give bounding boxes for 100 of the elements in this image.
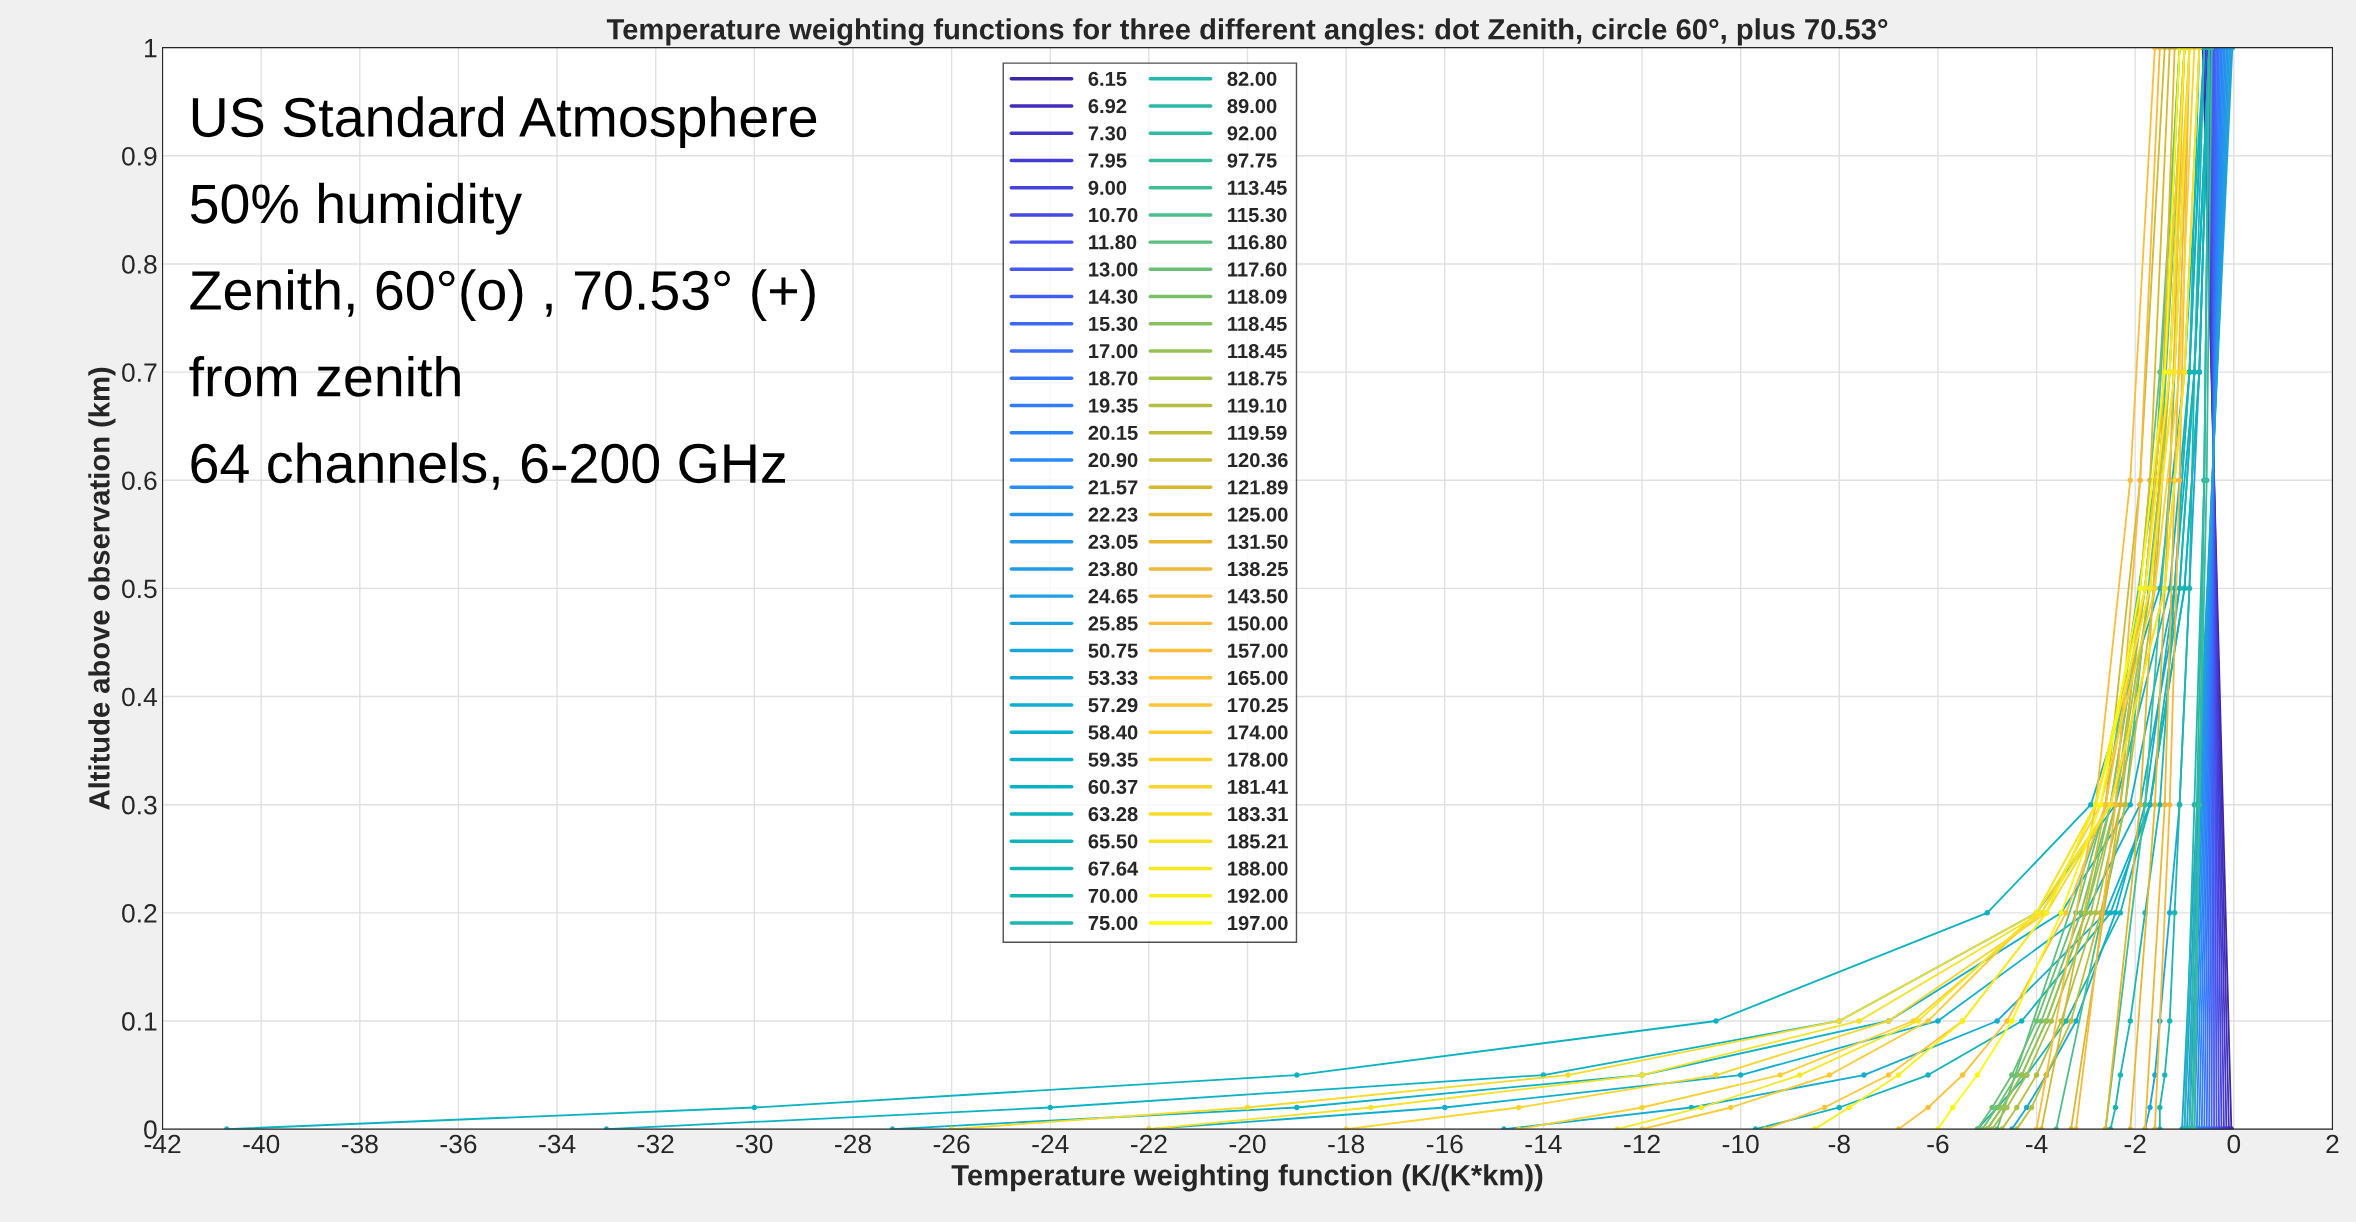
x-tick-label: -36 xyxy=(440,1134,477,1154)
legend-label: 118.75 xyxy=(1228,371,1287,386)
legend-label: 97.75 xyxy=(1227,153,1277,168)
legend-label: 181.41 xyxy=(1228,779,1288,794)
legend-label: 174.00 xyxy=(1228,725,1288,740)
legend-label: 82.00 xyxy=(1227,71,1277,86)
legend-label: 50.75 xyxy=(1088,643,1138,658)
legend-label: 138.25 xyxy=(1228,561,1288,577)
legend-label: 143.50 xyxy=(1228,589,1288,604)
legend-label: 13.00 xyxy=(1089,262,1138,277)
x-tick-label: -30 xyxy=(736,1134,773,1154)
legend-label: 63.28 xyxy=(1088,806,1138,822)
y-tick-label: 1 xyxy=(145,39,157,58)
x-tick-label: -18 xyxy=(1328,1134,1365,1154)
legend-label: 89.00 xyxy=(1227,98,1277,114)
legend-label: 24.65 xyxy=(1088,589,1138,604)
x-tick-label: -32 xyxy=(637,1134,674,1154)
legend-label: 25.85 xyxy=(1088,616,1138,631)
legend-label: 117.60 xyxy=(1228,262,1287,277)
legend-label: 118.45 xyxy=(1228,316,1287,332)
legend-label: 6.15 xyxy=(1088,71,1127,86)
x-tick-label: -2 xyxy=(2124,1134,2146,1154)
legend-label: 121.89 xyxy=(1228,480,1288,495)
legend-label: 115.30 xyxy=(1228,207,1287,223)
y-tick-label: 0.1 xyxy=(122,1012,157,1031)
legend-label: 131.50 xyxy=(1228,534,1288,549)
legend-label: 113.45 xyxy=(1228,180,1287,195)
legend-label: 23.80 xyxy=(1088,561,1138,577)
x-tick-label: -10 xyxy=(1722,1134,1759,1154)
x-tick-label: -22 xyxy=(1130,1134,1167,1154)
y-tick-label: 0.4 xyxy=(122,687,157,707)
x-tick-label: -26 xyxy=(933,1134,970,1154)
annotation: US Standard Atmosphere xyxy=(192,96,817,149)
legend-label: 18.70 xyxy=(1089,371,1138,386)
legend-label: 17.00 xyxy=(1089,344,1138,359)
legend-label: 21.57 xyxy=(1088,480,1138,495)
legend-label: 178.00 xyxy=(1228,752,1288,767)
legend-label: 70.00 xyxy=(1088,888,1138,903)
legend-label: 60.37 xyxy=(1088,779,1138,795)
x-axis-title: Temperature weighting function (K/(K*km)) xyxy=(951,1164,1543,1192)
legend-label: 11.80 xyxy=(1089,235,1137,250)
x-tick-label: -12 xyxy=(1624,1134,1660,1154)
legend-label: 7.95 xyxy=(1088,153,1127,168)
legend-label: 118.09 xyxy=(1228,289,1287,304)
legend-label: 197.00 xyxy=(1228,915,1288,931)
legend-label: 9.00 xyxy=(1088,180,1127,195)
x-tick-label: -14 xyxy=(1525,1134,1562,1154)
y-tick-label: 0.3 xyxy=(122,795,157,815)
legend-label: 120.36 xyxy=(1228,452,1288,468)
legend-label: 185.21 xyxy=(1228,834,1288,849)
annotation: 64 channels, 6-200 GHz xyxy=(191,442,785,490)
x-tick-label: -24 xyxy=(1032,1134,1069,1154)
legend-label: 53.33 xyxy=(1088,670,1138,686)
legend-label: 23.05 xyxy=(1088,534,1138,549)
legend-label: 6.92 xyxy=(1088,98,1127,114)
y-axis-title: Altitude above observation (km) xyxy=(88,367,116,810)
legend-label: 22.23 xyxy=(1088,507,1138,522)
annotation: from zenith xyxy=(189,355,460,397)
x-tick-label: -8 xyxy=(1828,1134,1850,1154)
x-tick-label: -20 xyxy=(1229,1134,1266,1154)
legend-label: 125.00 xyxy=(1228,507,1288,522)
y-tick-label: 0.9 xyxy=(122,146,157,166)
y-tick-label: 0.8 xyxy=(122,255,157,274)
x-tick-label: -40 xyxy=(243,1134,280,1154)
x-tick-label: -28 xyxy=(835,1134,871,1154)
legend-label: 150.00 xyxy=(1228,616,1288,631)
legend-label: 20.90 xyxy=(1088,452,1138,468)
legend-label: 57.29 xyxy=(1088,698,1138,713)
legend-label: 10.70 xyxy=(1089,207,1138,223)
y-tick-label: 0.7 xyxy=(122,363,157,382)
legend-label: 183.31 xyxy=(1228,806,1288,822)
legend-label: 75.00 xyxy=(1088,915,1138,931)
legend-label: 119.59 xyxy=(1228,425,1287,440)
chart-title: Temperature weighting functions for three different angles: dot Zenith, circle 60°, plus 70.53° xyxy=(606,18,1888,46)
legend-label: 14.30 xyxy=(1089,289,1138,304)
x-tick-label: -4 xyxy=(2025,1134,2048,1154)
legend-label: 15.30 xyxy=(1089,316,1138,332)
y-tick-label: 0.5 xyxy=(122,579,157,599)
legend-label: 92.00 xyxy=(1227,126,1277,141)
x-tick-label: 0 xyxy=(2227,1134,2241,1154)
x-tick-label: -6 xyxy=(1927,1134,1949,1154)
legend-label: 67.64 xyxy=(1088,861,1139,876)
legend-label: 59.35 xyxy=(1088,752,1138,767)
legend-label: 118.45 xyxy=(1228,344,1287,359)
legend-label: 58.40 xyxy=(1088,725,1138,740)
y-tick-label: 0.6 xyxy=(122,471,157,491)
legend-label: 170.25 xyxy=(1228,698,1288,713)
legend-label: 7.30 xyxy=(1088,126,1127,141)
x-tick-label: 2 xyxy=(2326,1134,2339,1154)
x-tick-label: -38 xyxy=(341,1134,378,1154)
legend-label: 116.80 xyxy=(1228,235,1287,250)
legend-label: 188.00 xyxy=(1228,861,1288,876)
x-tick-label: -34 xyxy=(539,1134,576,1154)
legend-label: 157.00 xyxy=(1228,643,1288,658)
legend-label: 119.10 xyxy=(1228,398,1287,413)
x-tick-label: -16 xyxy=(1426,1134,1463,1154)
legend-label: 165.00 xyxy=(1228,670,1288,686)
y-tick-label: 0.2 xyxy=(122,903,157,923)
annotation: Zenith, 60°(o) , 70.53° (+) xyxy=(190,269,815,322)
legend-label: 65.50 xyxy=(1088,834,1138,849)
